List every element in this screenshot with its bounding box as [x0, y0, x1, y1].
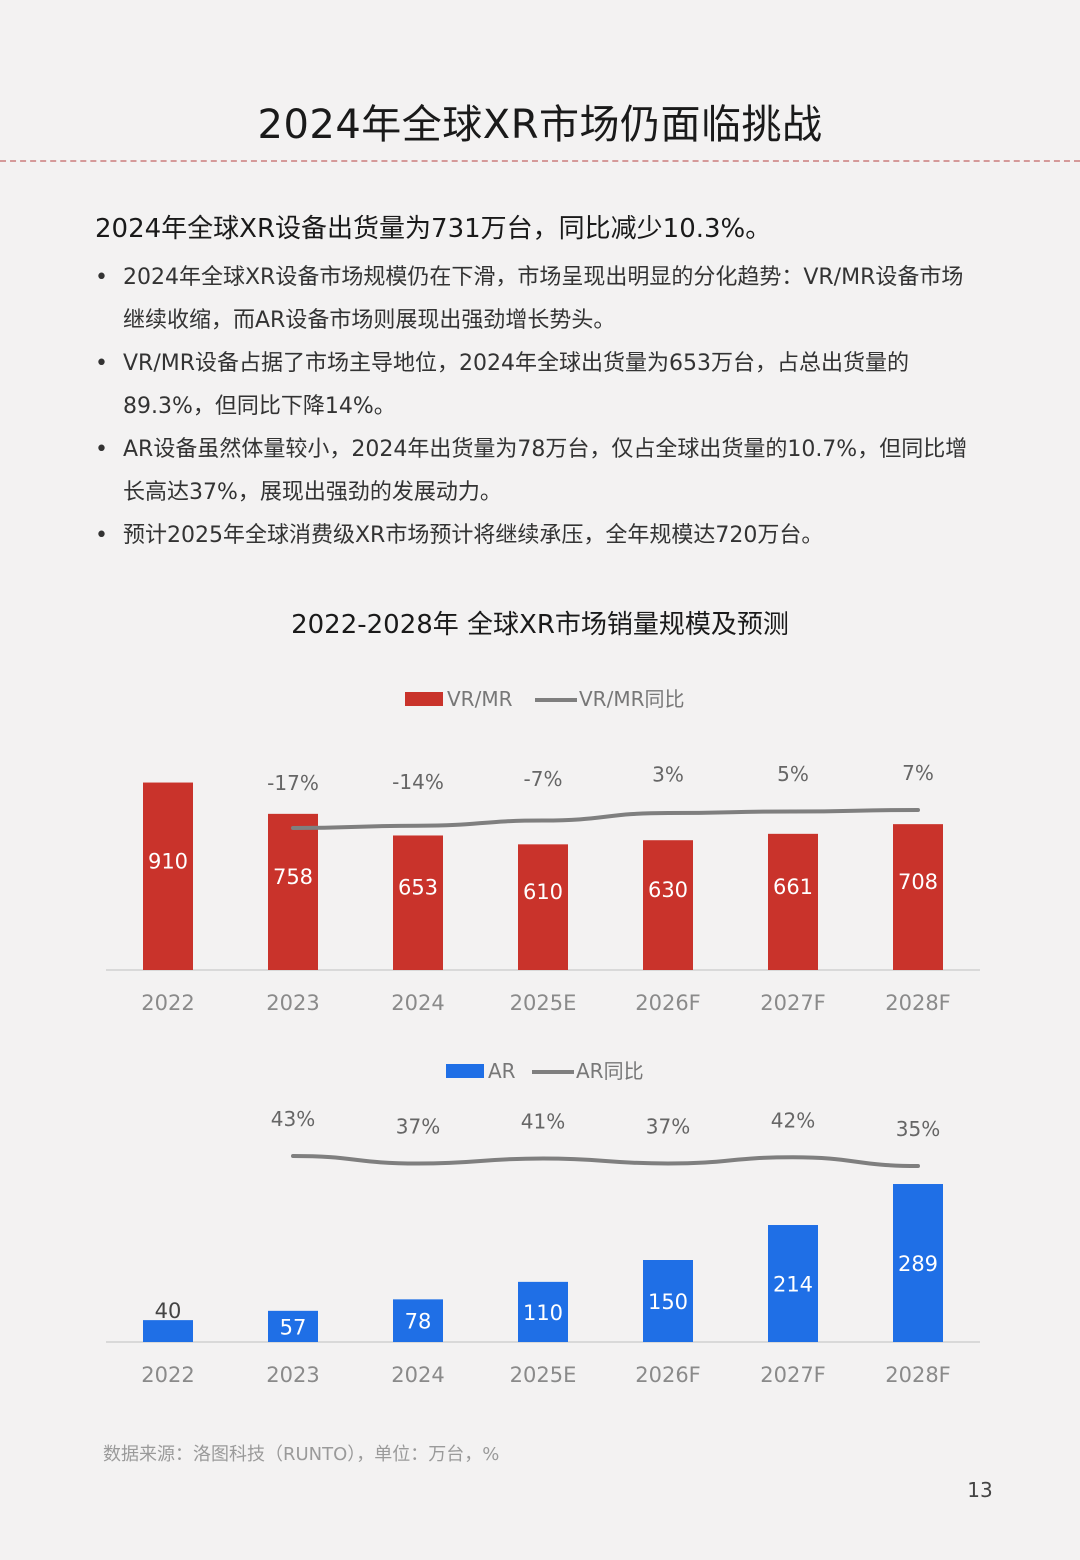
- legend-label-bars: AR: [488, 1059, 516, 1083]
- bar-value-label: 910: [148, 849, 188, 873]
- yoy-value-label: -7%: [524, 767, 563, 791]
- bullet-item: 预计2025年全球消费级XR市场预计将继续承压，全年规模达720万台。: [95, 514, 985, 557]
- legend-label-line: AR同比: [576, 1059, 644, 1083]
- x-tick-label: 2026F: [635, 1363, 701, 1387]
- bar: [518, 844, 568, 970]
- ar-chart: AR AR同比 40 2022 57 2023 78 2024 110 2025E 150 2026F…: [106, 1059, 980, 1387]
- title-divider: [0, 160, 1080, 162]
- chart-title: 2022-2028年 全球XR市场销量规模及预测: [291, 610, 789, 640]
- bar: [393, 1299, 443, 1342]
- bar: [768, 833, 818, 970]
- summary-heading: 2024年全球XR设备出货量为731万台，同比减少10.3%。: [95, 214, 772, 244]
- legend-label-bars: VR/MR: [447, 687, 513, 711]
- bar-value-label: 289: [898, 1252, 938, 1276]
- yoy-value-label: 3%: [652, 763, 684, 787]
- yoy-value-label: 37%: [646, 1115, 690, 1139]
- bar-value-label: 110: [523, 1301, 563, 1325]
- page-number: 13: [967, 1478, 993, 1502]
- x-tick-label: 2024: [391, 991, 444, 1015]
- bar: [768, 1225, 818, 1342]
- bar: [143, 782, 193, 970]
- x-tick-label: 2027F: [760, 991, 826, 1015]
- x-tick-label: 2023: [266, 1363, 319, 1387]
- x-tick-label: 2022: [141, 991, 194, 1015]
- x-tick-label: 2026F: [635, 991, 701, 1015]
- yoy-line: [291, 1154, 920, 1168]
- legend-label-line: VR/MR同比: [579, 687, 684, 711]
- yoy-value-label: 7%: [902, 761, 934, 785]
- bar: [893, 824, 943, 970]
- bar-value-label: 758: [273, 865, 313, 889]
- x-tick-label: 2023: [266, 991, 319, 1015]
- bar-value-label: 653: [398, 876, 438, 900]
- bar-value-label: 708: [898, 870, 938, 894]
- x-tick-label: 2028F: [885, 1363, 951, 1387]
- x-tick-label: 2025E: [510, 991, 577, 1015]
- bullet-item: VR/MR设备占据了市场主导地位，2024年全球出货量为653万台，占总出货量的…: [95, 342, 985, 428]
- yoy-value-label: 37%: [396, 1115, 440, 1139]
- bar: [393, 835, 443, 970]
- bar: [643, 840, 693, 970]
- yoy-value-label: 35%: [896, 1117, 940, 1141]
- yoy-value-label: -17%: [267, 771, 319, 795]
- bar-value-label: 57: [280, 1315, 307, 1339]
- bar: [643, 1260, 693, 1342]
- x-tick-label: 2027F: [760, 1363, 826, 1387]
- yoy-value-label: 43%: [271, 1107, 315, 1131]
- vr-mr-chart: VR/MR VR/MR同比 910 2022 758 2023 653 2024 610 2025…: [106, 687, 980, 1015]
- bullet-item: 2024年全球XR设备市场规模仍在下滑，市场呈现出明显的分化趋势：VR/MR设备…: [95, 256, 985, 342]
- x-tick-label: 2022: [141, 1363, 194, 1387]
- yoy-value-label: -14%: [392, 770, 444, 794]
- yoy-value-label: 5%: [777, 762, 809, 786]
- source-note: 数据来源：洛图科技（RUNTO），单位：万台，%: [103, 1444, 500, 1465]
- yoy-value-label: 42%: [771, 1108, 815, 1132]
- bar: [143, 1320, 193, 1342]
- bar-value-label: 630: [648, 878, 688, 902]
- x-tick-label: 2024: [391, 1363, 444, 1387]
- x-tick-label: 2028F: [885, 991, 951, 1015]
- x-tick-label: 2025E: [510, 1363, 577, 1387]
- bar: [268, 1310, 318, 1342]
- summary-bullets: 2024年全球XR设备市场规模仍在下滑，市场呈现出明显的分化趋势：VR/MR设备…: [95, 256, 985, 557]
- page-title: 2024年全球XR市场仍面临挑战: [257, 102, 823, 148]
- bar-value-label: 150: [648, 1290, 688, 1314]
- bullet-item: AR设备虽然体量较小，2024年出货量为78万台，仅占全球出货量的10.7%，但…: [95, 428, 985, 514]
- bar: [518, 1281, 568, 1342]
- yoy-line: [291, 808, 920, 830]
- yoy-value-label: 41%: [521, 1110, 565, 1134]
- bar-value-label: 78: [405, 1310, 432, 1334]
- bar-value-label: 610: [523, 880, 563, 904]
- legend-swatch-bars: [446, 1064, 484, 1078]
- bar: [893, 1184, 943, 1342]
- bar-value-label: 40: [155, 1299, 182, 1323]
- legend-swatch-bars: [405, 692, 443, 706]
- bar: [268, 813, 318, 970]
- bar-value-label: 214: [773, 1273, 813, 1297]
- bar-value-label: 661: [773, 875, 813, 899]
